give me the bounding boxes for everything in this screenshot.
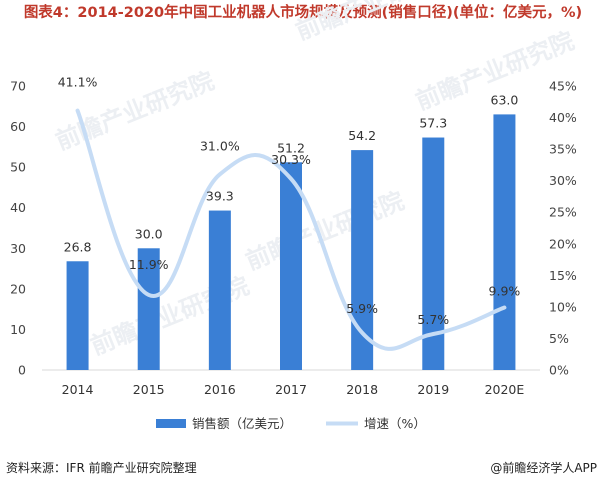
- y-right-tick-label: 0%: [549, 363, 569, 378]
- x-axis-label: 2016: [204, 382, 236, 397]
- legend-line-label: 增速（%）: [364, 416, 426, 431]
- watermark-text: 前瞻产业研究院: [292, 0, 458, 46]
- bar-2018: [351, 150, 374, 370]
- bar-value-label: 57.3: [419, 116, 447, 131]
- line-value-label: 9.9%: [489, 284, 521, 299]
- line-value-label: 31.0%: [200, 138, 240, 153]
- source-note: 资料来源：IFR 前瞻产业研究院整理: [6, 461, 197, 475]
- y-left-tick-label: 50: [10, 160, 26, 175]
- y-right-tick-label: 40%: [549, 110, 577, 125]
- y-right-tick-label: 5%: [549, 331, 569, 346]
- bar-value-label: 30.0: [135, 226, 163, 241]
- bar-value-label: 39.3: [206, 189, 234, 204]
- x-axis-label: 2017: [275, 382, 307, 397]
- legend: 销售额（亿美元） 增速（%）: [156, 416, 426, 431]
- line-value-labels: 41.1% 11.9% 31.0% 30.3% 5.9% 5.7% 9.9%: [58, 75, 521, 327]
- y-left-tick-label: 30: [10, 241, 26, 256]
- x-axis-labels: 2014 2015 2016 2017 2018 2019 2020E: [62, 382, 525, 397]
- bar-2015: [137, 248, 160, 370]
- bar-2020E: [493, 114, 516, 371]
- y-left-tick-label: 40: [10, 200, 26, 215]
- bar-value-label: 26.8: [64, 239, 92, 254]
- brand-credit: @前瞻经济学人APP: [490, 461, 597, 475]
- line-value-label: 5.9%: [346, 301, 378, 316]
- x-axis-label: 2015: [133, 382, 165, 397]
- line-value-label: 11.9%: [129, 257, 169, 272]
- bar-2017: [280, 162, 302, 370]
- y-right-tick-label: 25%: [549, 205, 577, 220]
- chart-title: 图表4：2014-2020年中国工业机器人市场规模及预测(销售口径)(单位：亿美…: [23, 5, 583, 21]
- y-right-tick-label: 20%: [549, 236, 577, 251]
- y-left-tick-label: 10: [10, 322, 26, 337]
- y-right-tick-label: 30%: [549, 173, 577, 188]
- x-axis-label: 2019: [417, 382, 449, 397]
- legend-bar-label: 销售额（亿美元）: [192, 416, 292, 431]
- bar-2019: [422, 137, 445, 370]
- line-value-label: 41.1%: [58, 75, 98, 90]
- bar-value-label: 63.0: [491, 92, 519, 107]
- y-right-tick-label: 45%: [549, 79, 577, 94]
- y-right-axis: 0% 5% 10% 15% 20% 25% 30% 35% 40% 45%: [549, 79, 577, 378]
- y-right-tick-label: 35%: [549, 142, 577, 157]
- bar-value-label: 54.2: [348, 128, 376, 143]
- bar-value-label: 51.2: [277, 140, 305, 155]
- y-right-tick-label: 15%: [549, 268, 577, 283]
- growth-line: [75, 108, 507, 351]
- y-left-tick-label: 60: [10, 119, 26, 134]
- x-axis-label: 2014: [62, 382, 94, 397]
- watermark-text: 前瞻产业研究院: [242, 187, 408, 276]
- y-right-tick-label: 10%: [549, 299, 577, 314]
- y-left-tick-label: 70: [10, 79, 26, 94]
- x-axis-label: 2020E: [485, 382, 525, 397]
- bar-value-labels: 26.8 30.0 39.3 51.2 54.2 57.3 63.0: [64, 92, 519, 254]
- y-left-tick-label: 20: [10, 281, 26, 296]
- bar-series: [66, 114, 516, 371]
- bar-2014: [66, 261, 89, 370]
- line-value-label: 5.7%: [417, 312, 449, 327]
- bar-2016: [208, 210, 231, 370]
- y-left-tick-label: 0: [18, 363, 26, 378]
- line-value-label: 30.3%: [271, 152, 311, 167]
- legend-bar-swatch: [156, 419, 186, 428]
- y-left-axis: 0 10 20 30 40 50 60 70: [10, 79, 26, 378]
- x-axis-label: 2018: [346, 382, 378, 397]
